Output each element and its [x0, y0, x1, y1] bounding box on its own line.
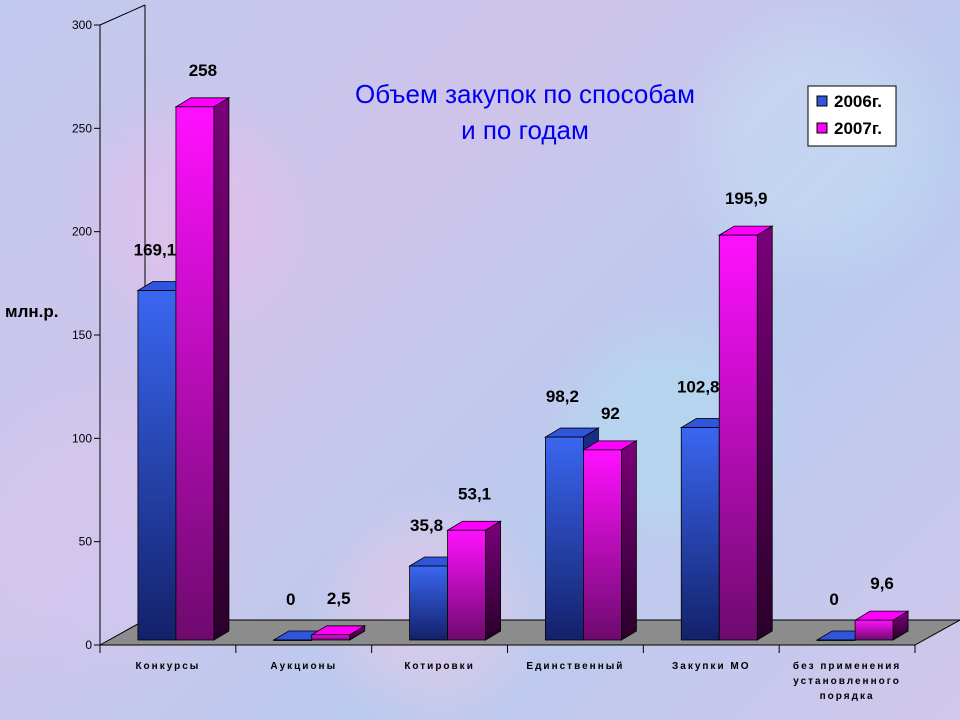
data-label: 169,1	[134, 241, 177, 260]
data-label: 0	[829, 590, 838, 609]
bar-front-face	[273, 639, 313, 641]
y-tick-label: 0	[85, 638, 92, 652]
bar-front-face	[816, 639, 856, 641]
bar-front-face	[447, 529, 486, 641]
y-tick-label: 50	[79, 535, 93, 549]
chart-title-line-1: Объем закупок по способам	[355, 79, 695, 109]
data-label: 102,8	[677, 378, 720, 397]
x-tick-label: установленного	[793, 676, 901, 687]
bar-2007	[310, 625, 367, 641]
bar-front-face	[175, 106, 215, 641]
data-labels: 169,1 258 0 2,5 35,8 53,1 98,2 92 102,8 195,9 0 9,6	[134, 61, 894, 609]
bar-front-face	[718, 234, 758, 641]
bar-front-face	[409, 565, 448, 641]
x-tick-label: Котировки	[404, 661, 475, 672]
legend-label-2007: 2007г.	[834, 119, 882, 138]
x-tick-label: Единственный	[526, 661, 624, 672]
bars	[136, 97, 910, 641]
legend: 2006г. 2007г.	[807, 85, 897, 147]
data-label: 98,2	[546, 387, 579, 406]
bar-side-face	[213, 97, 230, 641]
data-label: 9,6	[870, 574, 894, 593]
bar-side-face	[621, 440, 637, 641]
x-tick-label: Конкурсы	[135, 661, 200, 672]
y-tick-label: 150	[72, 328, 92, 342]
y-tick-label: 200	[72, 225, 92, 239]
y-tick-label: 250	[72, 121, 92, 135]
data-label: 53,1	[458, 484, 491, 503]
x-tick-label: Закупки МО	[672, 661, 750, 672]
x-tick-label: Аукционы	[270, 661, 337, 672]
data-label: 258	[189, 61, 217, 80]
data-label: 0	[286, 590, 295, 609]
legend-swatch-2007	[816, 122, 828, 134]
bar-front-face	[545, 436, 584, 641]
chart-title: Объем закупок по способам и по годам	[355, 79, 695, 145]
legend-swatch-2006	[816, 95, 828, 107]
data-label: 195,9	[725, 189, 768, 208]
legend-label-2006: 2006г.	[834, 92, 882, 111]
bar-2007	[446, 520, 503, 641]
bar-side-face	[756, 225, 773, 641]
bar-2007	[853, 610, 910, 641]
data-label: 2,5	[327, 589, 351, 608]
bar-2007	[174, 97, 231, 641]
bar-front-face	[137, 290, 177, 641]
x-tick-label: порядка	[820, 691, 875, 702]
data-label: 92	[601, 404, 620, 423]
bar-front-face	[583, 449, 622, 641]
bar-2007	[717, 225, 774, 641]
bar-2007	[581, 440, 638, 641]
y-tick-label: 300	[72, 18, 92, 32]
bar-front-face	[854, 619, 894, 641]
chart-title-line-2: и по годам	[461, 115, 589, 145]
y-tick-label: 100	[72, 431, 92, 445]
y-axis-label: млн.р.	[5, 302, 58, 321]
bar-side-face	[485, 520, 501, 641]
bar-front-face	[680, 427, 720, 641]
bar-front-face	[311, 634, 351, 641]
x-tick-label: без применения	[793, 660, 901, 672]
category-labels: Конкурсы Аукционы Котировки Единственный Зак…	[99, 645, 916, 702]
y-axis-ticks: 0 50 100 150 200 250 300	[72, 18, 100, 652]
data-label: 35,8	[410, 516, 443, 535]
